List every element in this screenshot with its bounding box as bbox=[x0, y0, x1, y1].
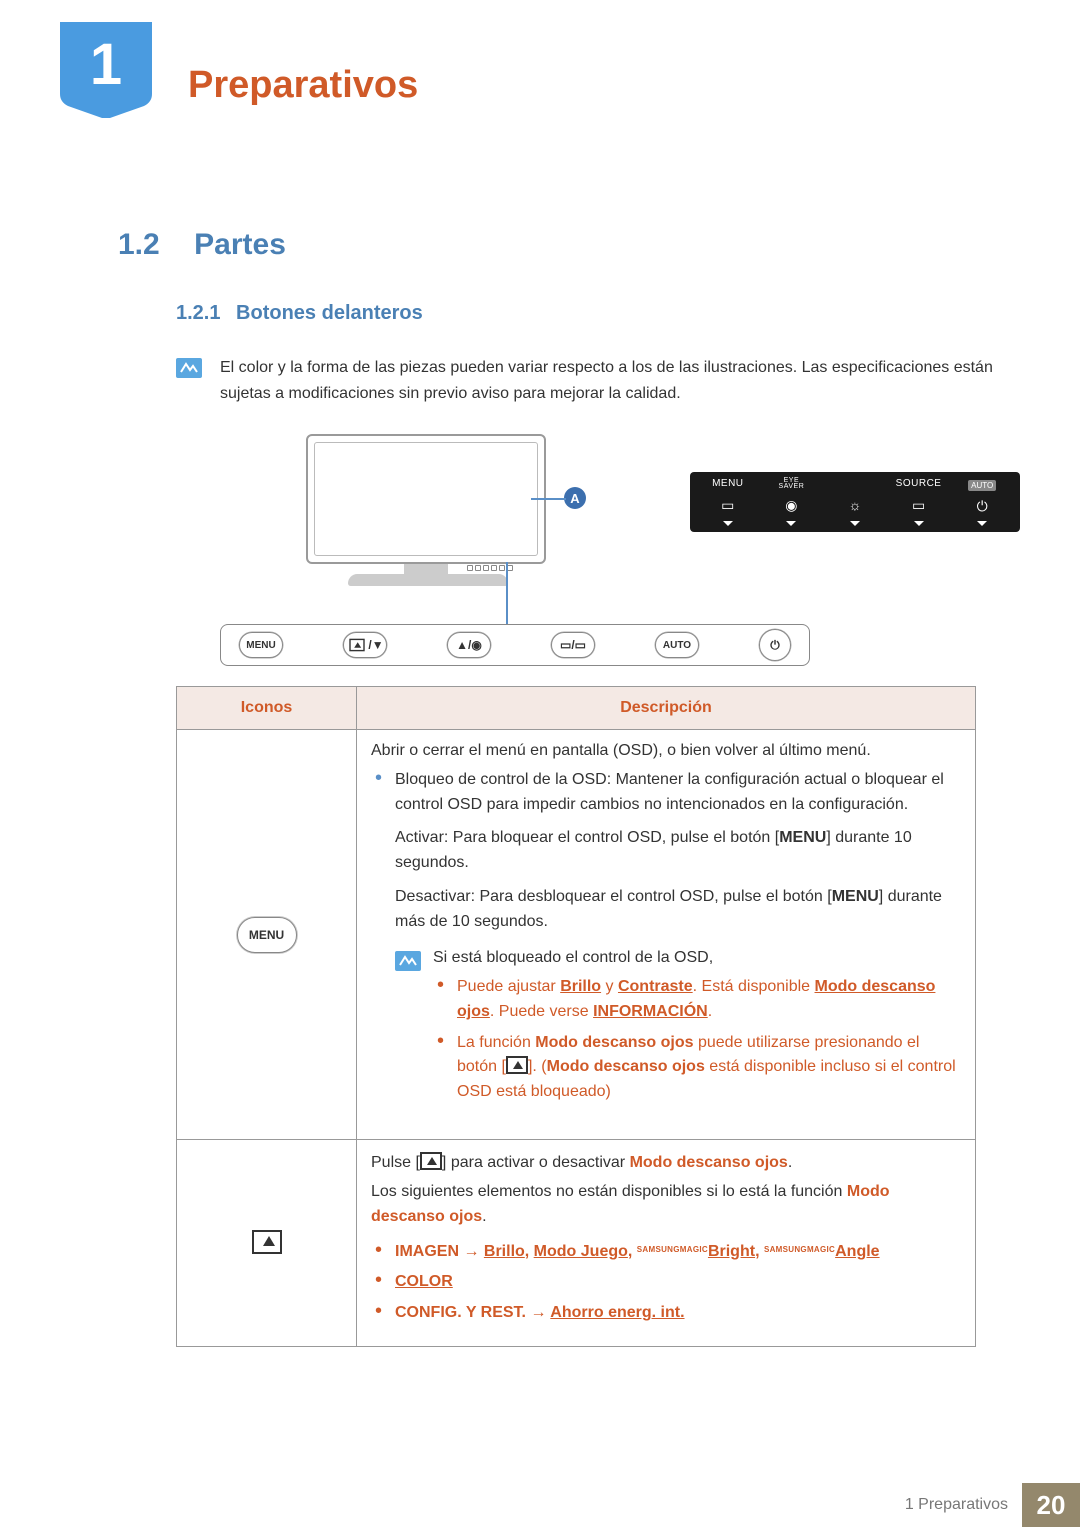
chapter-title: Preparativos bbox=[188, 64, 418, 107]
row2-bullet-config: CONFIG. Y REST. → Ahorro energ. int. bbox=[371, 1301, 961, 1326]
osd-menu-icon: ▭ bbox=[721, 497, 734, 514]
osd-eyesaver-label: EYESAVER bbox=[779, 478, 805, 491]
row1-activate: Activar: Para bloquear el control OSD, p… bbox=[371, 826, 961, 876]
table-row: Pulse [] para activar o desactivar Modo … bbox=[177, 1139, 976, 1346]
osd-source-icon: ▭ bbox=[912, 497, 925, 514]
osd-zoom-panel: MENU ▭ EYESAVER ◉ ☼ SOURCE ▭ AUTO ⏻ bbox=[690, 472, 1020, 532]
chapter-number: 1 bbox=[90, 32, 122, 97]
button-bar: MENU /▼ ▲/◉ ▭/▭ AUTO ⏻ bbox=[220, 624, 810, 666]
buttons-description-table: Iconos Descripción MENU Abrir o cerrar e… bbox=[176, 686, 976, 1347]
inner-note-intro: Si está bloqueado el control de la OSD, bbox=[433, 949, 961, 967]
row1-bullet-lock: Bloqueo de control de la OSD: Mantener l… bbox=[371, 768, 961, 818]
monitor-diagram: A MENU ▭ EYESAVER ◉ ☼ SOURCE ▭ AUTO ⏻ MENU /… bbox=[176, 434, 1020, 664]
row2-bullet-color: COLOR bbox=[371, 1270, 961, 1295]
row2-p1: Pulse [] para activar o desactivar Modo … bbox=[371, 1152, 961, 1172]
osd-auto-tag: AUTO bbox=[968, 480, 996, 491]
osd-brightness-icon: ☼ bbox=[849, 497, 862, 513]
eye-saver-button-icon bbox=[252, 1230, 282, 1254]
osd-menu-label: MENU bbox=[712, 478, 743, 489]
note-icon bbox=[176, 358, 202, 378]
table-header-iconos: Iconos bbox=[177, 687, 357, 730]
footer-page-number: 20 bbox=[1022, 1483, 1080, 1527]
section-title: Partes bbox=[194, 228, 286, 261]
table-row: MENU Abrir o cerrar el menú en pantalla … bbox=[177, 730, 976, 1140]
row1-deactivate: Desactivar: Para desbloquear el control … bbox=[371, 885, 961, 935]
menu-button-icon: MENU bbox=[237, 917, 297, 953]
osd-source-label: SOURCE bbox=[896, 478, 942, 489]
monitor-frame bbox=[306, 434, 546, 564]
button-power: ⏻ bbox=[759, 629, 791, 661]
osd-eye-icon: ◉ bbox=[785, 497, 797, 514]
table-header-descripcion: Descripción bbox=[357, 687, 976, 730]
eye-button-icon bbox=[420, 1152, 442, 1170]
note-icon bbox=[395, 951, 421, 971]
button-source: ▭/▭ bbox=[551, 632, 595, 658]
chapter-badge: 1 bbox=[60, 22, 152, 118]
subsection-title: Botones delanteros bbox=[236, 302, 423, 324]
inner-note-b2: La función Modo descanso ojos puede util… bbox=[433, 1031, 961, 1105]
osd-power-icon: ⏻ bbox=[977, 498, 988, 515]
button-eye-down: /▼ bbox=[343, 632, 387, 658]
intro-note-text: El color y la forma de las piezas pueden… bbox=[220, 355, 1020, 406]
eye-button-icon bbox=[506, 1056, 528, 1074]
page-footer: 1 Preparativos 20 bbox=[0, 1483, 1080, 1527]
row2-bullet-imagen: IMAGEN → Brillo, Modo Juego, SAMSUNGMAGI… bbox=[371, 1240, 961, 1265]
button-up-enter: ▲/◉ bbox=[447, 632, 491, 658]
section-number: 1.2 bbox=[118, 228, 160, 262]
inner-note-b1: Puede ajustar Brillo y Contraste. Está d… bbox=[433, 975, 961, 1025]
button-menu: MENU bbox=[239, 632, 283, 658]
footer-chapter-ref: 1 Preparativos bbox=[905, 1483, 1022, 1527]
subsection-number: 1.2.1 bbox=[176, 302, 220, 324]
row2-p2: Los siguientes elementos no están dispon… bbox=[371, 1180, 961, 1230]
monitor-front-buttons bbox=[466, 558, 526, 566]
row1-p1: Abrir o cerrar el menú en pantalla (OSD)… bbox=[371, 742, 961, 760]
callout-marker-a: A bbox=[564, 487, 586, 509]
button-auto: AUTO bbox=[655, 632, 699, 658]
